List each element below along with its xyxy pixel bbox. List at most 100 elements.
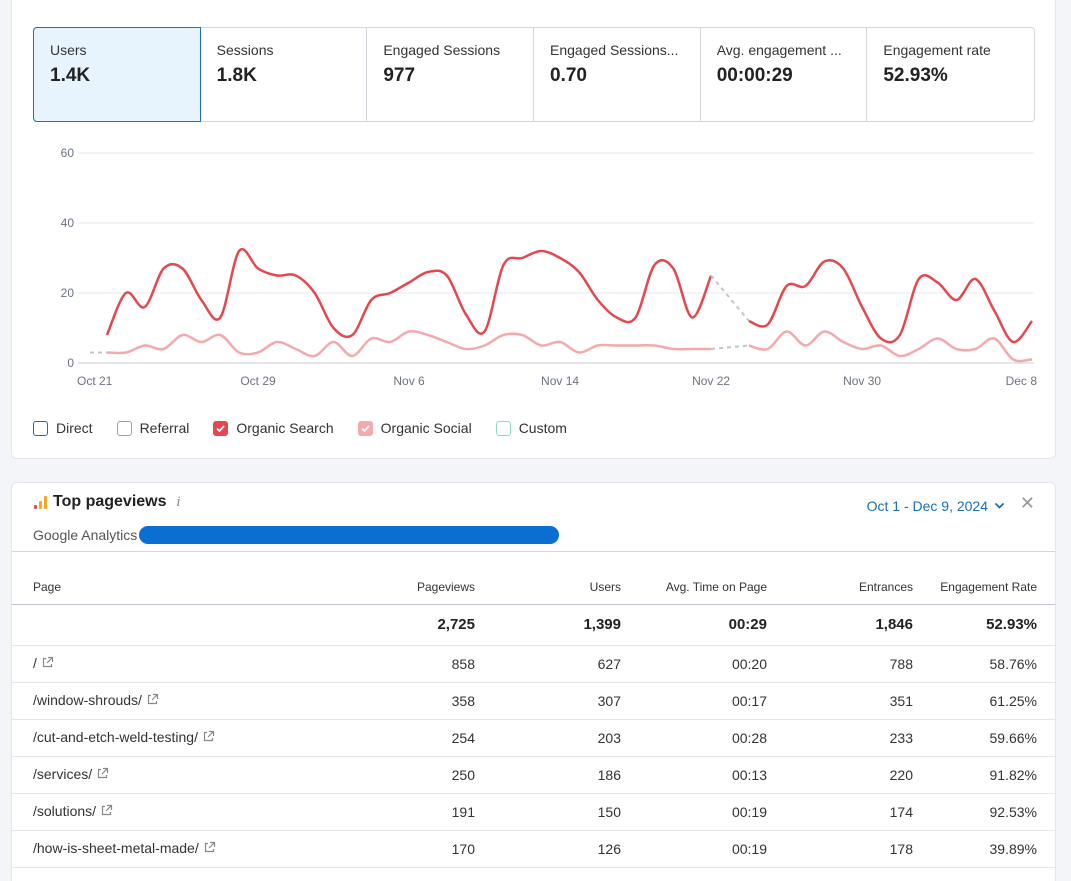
col-pageviews[interactable]: Pageviews: [312, 571, 475, 605]
table-cell: 358: [312, 682, 475, 720]
total-cell: 52.93%: [913, 604, 1055, 646]
table-cell: 00:13: [621, 756, 767, 794]
kpi-value: 00:00:29: [716, 65, 793, 86]
analytics-bars-icon: [34, 496, 47, 509]
table-cell: 191: [312, 793, 475, 831]
col-page[interactable]: Page: [12, 571, 312, 605]
chart-legend: Direct Referral Organic Search Organic Soci…: [33, 420, 567, 436]
checkbox-icon[interactable]: [33, 420, 48, 436]
table-cell: 178: [767, 830, 913, 868]
divider: [12, 551, 1055, 552]
x-tick-label: Nov 30: [843, 374, 881, 388]
kpi-engaged-sessions-per-user[interactable]: Engaged Sessions... 0.70: [534, 28, 701, 121]
page-cell: /solutions/: [12, 793, 312, 831]
page-link[interactable]: /solutions/: [33, 803, 97, 819]
external-link-icon[interactable]: [203, 841, 216, 857]
legend-label: Referral: [139, 420, 190, 436]
checkbox-checked-icon[interactable]: [213, 420, 229, 436]
y-tick-label: 0: [67, 356, 74, 370]
col-engagement-rate[interactable]: Engagement Rate: [913, 571, 1055, 605]
kpi-bar: Users 1.4K Sessions 1.8K Engaged Session…: [33, 27, 1035, 122]
table-cell: 00:19: [621, 793, 767, 831]
page-link[interactable]: /cut-and-etch-weld-testing/: [33, 729, 198, 745]
table-cell: 150: [475, 793, 621, 831]
total-cell: [12, 604, 312, 646]
widget-header: Top pageviews i: [33, 493, 181, 511]
kpi-label: Engaged Sessions...: [550, 42, 679, 58]
legend-item[interactable]: Direct: [33, 420, 93, 436]
table-cell: 00:19: [621, 830, 767, 868]
kpi-users[interactable]: Users 1.4K: [33, 27, 201, 122]
checkbox-icon[interactable]: [495, 420, 511, 436]
traffic-card: Users 1.4K Sessions 1.8K Engaged Session…: [11, 0, 1056, 459]
total-cell: 1,399: [475, 604, 621, 646]
users-line-chart: 0 20 40 60 Oct 21 Oct 29 Nov 6 Nov 14 Nov 22 Nov …: [61, 146, 1038, 388]
table-cell: 92.53%: [913, 793, 1055, 831]
legend-item[interactable]: Organic Search: [213, 420, 334, 436]
kpi-label: Avg. engagement ...: [716, 42, 842, 58]
page-link[interactable]: /: [33, 655, 37, 671]
total-cell: 1,846: [767, 604, 913, 646]
table-cell: 220: [767, 756, 913, 794]
top-pageviews-card: Top pageviews i Google Analytics Oct 1 -…: [11, 482, 1056, 881]
legend-item[interactable]: Organic Social: [357, 420, 472, 436]
table-cell: 351: [767, 682, 913, 720]
y-tick-label: 60: [61, 146, 75, 160]
kpi-value: 1.4K: [50, 65, 91, 86]
kpi-value: 1.8K: [216, 65, 257, 86]
checkbox-checked-icon[interactable]: [357, 420, 373, 436]
external-link-icon[interactable]: [146, 693, 159, 709]
table-cell: 00:20: [621, 645, 767, 683]
table-cell: 627: [475, 645, 621, 683]
external-link-icon[interactable]: [96, 767, 109, 783]
table-cell: 307: [475, 682, 621, 720]
table-cell: 233: [767, 719, 913, 757]
table-cell: 00:17: [621, 682, 767, 720]
page-cell: /window-shrouds/: [12, 682, 312, 720]
page-cell: /services/: [12, 756, 312, 794]
kpi-label: Sessions: [216, 42, 274, 58]
table-row: /window-shrouds/358 307 00:17 351 61.25%: [12, 682, 1055, 720]
page-cell: /cut-and-etch-weld-testing/: [12, 719, 312, 757]
table-cell: 00:28: [621, 719, 767, 757]
col-users[interactable]: Users: [475, 571, 621, 605]
table-cell: 170: [312, 830, 475, 868]
external-link-icon[interactable]: [41, 656, 54, 672]
series-gap-line: [710, 344, 749, 350]
col-avg-time[interactable]: Avg. Time on Page: [621, 571, 767, 605]
kpi-value: 0.70: [550, 65, 587, 86]
page-link[interactable]: /services/: [33, 766, 93, 782]
kpi-engagement-rate[interactable]: Engagement rate 52.93%: [867, 28, 1034, 121]
date-range-dropdown[interactable]: Oct 1 - Dec 9, 2024: [867, 498, 1005, 514]
series-gap-line: [710, 274, 750, 322]
date-range-label: Oct 1 - Dec 9, 2024: [866, 498, 988, 514]
page-link[interactable]: /window-shrouds/: [33, 692, 142, 708]
x-tick-label: Dec 8: [1006, 374, 1038, 388]
table-cell: 174: [767, 793, 913, 831]
external-link-icon[interactable]: [100, 804, 113, 820]
legend-item[interactable]: Custom: [495, 420, 567, 436]
kpi-engaged-sessions[interactable]: Engaged Sessions 977: [367, 28, 535, 121]
table-cell: 788: [767, 645, 913, 683]
page-cell: /how-is-sheet-metal-made/: [12, 830, 312, 868]
kpi-avg-engagement[interactable]: Avg. engagement ... 00:00:29: [701, 28, 868, 121]
external-link-icon[interactable]: [202, 730, 215, 746]
kpi-label: Users: [50, 42, 87, 58]
page-link[interactable]: /how-is-sheet-metal-made/: [33, 840, 199, 856]
table-cell: 126: [475, 830, 621, 868]
info-icon[interactable]: i: [176, 494, 181, 510]
table-cell: 59.66%: [913, 719, 1055, 757]
legend-item[interactable]: Referral: [116, 420, 190, 436]
col-entrances[interactable]: Entrances: [767, 571, 913, 605]
totals-row: 2,725 1,399 00:29 1,846 52.93%: [12, 604, 1055, 646]
checkbox-icon[interactable]: [116, 420, 132, 436]
redacted-property: [139, 526, 560, 544]
series-line: [748, 259, 1033, 344]
close-icon[interactable]: ✕: [1019, 493, 1035, 513]
table-cell: 250: [312, 756, 475, 794]
kpi-sessions[interactable]: Sessions 1.8K: [201, 28, 368, 121]
table-cell: 858: [312, 645, 475, 683]
x-tick-label: Oct 21: [77, 374, 113, 388]
x-tick-label: Nov 22: [692, 374, 730, 388]
chevron-down-icon: [994, 502, 1005, 509]
